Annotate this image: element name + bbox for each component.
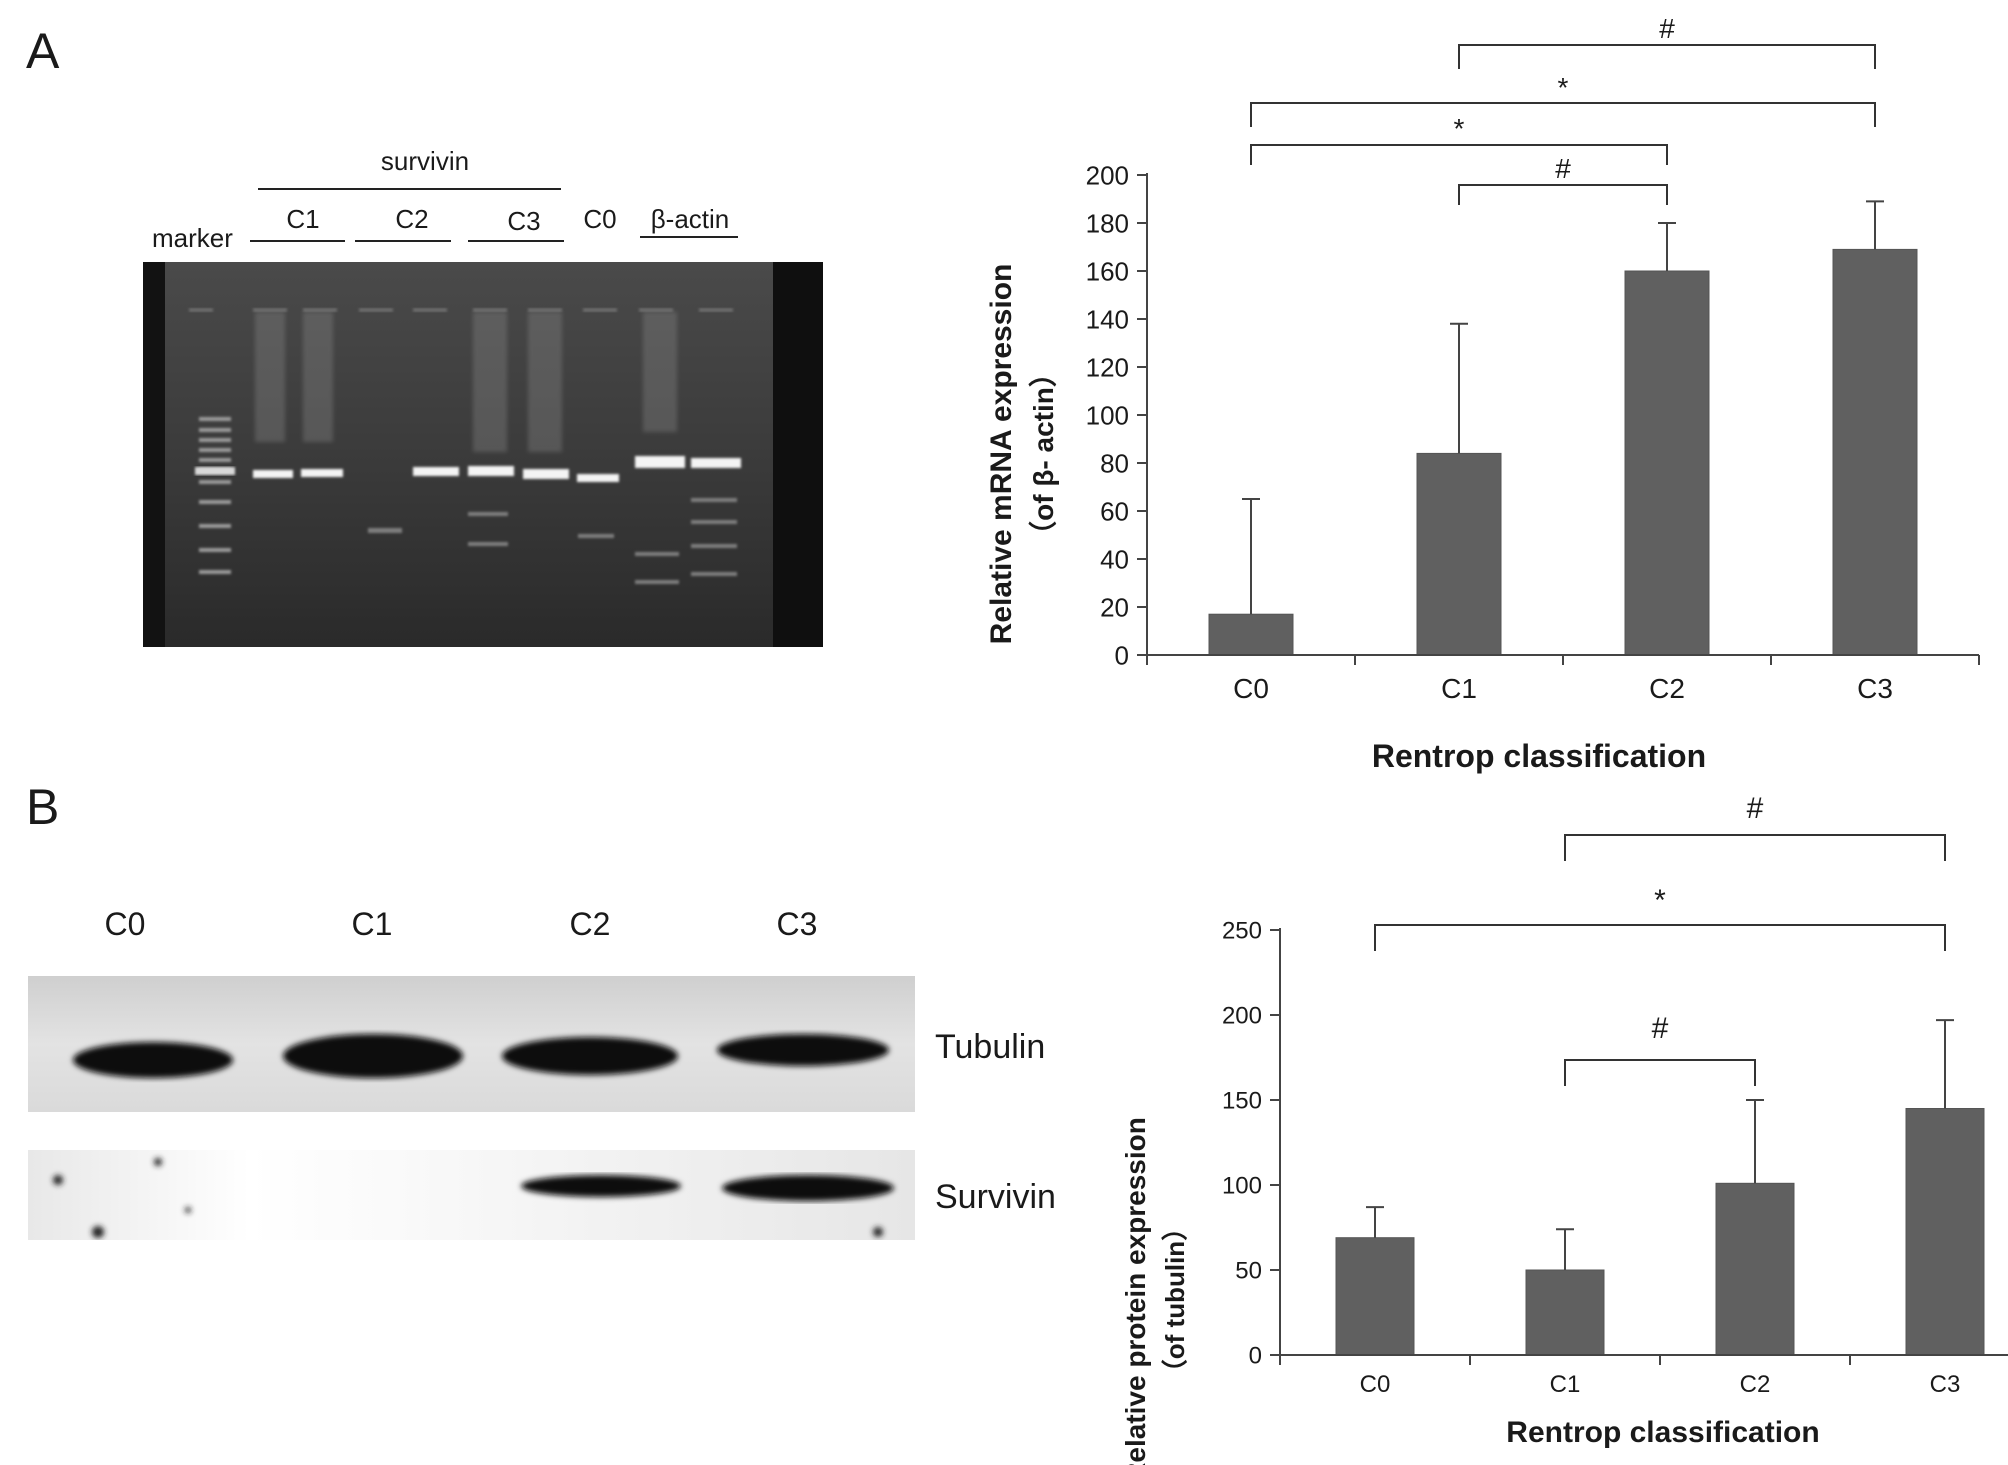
protein-ytick-label: 0: [1249, 1343, 1262, 1370]
mrna-ytick-label: 180: [1086, 208, 1129, 238]
wb-lane-c1: C1: [351, 906, 393, 942]
protein-significance-bracket: [1564, 1059, 1756, 1086]
protein-ylabel-sub: （of tubulin）: [1160, 1215, 1190, 1385]
mrna-bar-c3: [1832, 248, 1918, 656]
gel-c0-label: C0: [583, 204, 617, 234]
protein-xlabel: Rentrop classification: [1506, 1416, 1819, 1449]
mrna-ytick-label: 200: [1086, 160, 1129, 190]
protein-bar-chart: # * # 0 50 100 150 200 250 C0 C1 C2 C3 Relative pro…: [1120, 792, 2008, 1465]
mrna-category-label: C2: [1649, 673, 1685, 704]
wb-survivin-label: Survivin: [935, 1178, 1056, 1216]
mrna-plot-area: 0 20 40 60 80 100 120 140 160 180 200 C0 C1 C2 C3: [1086, 160, 1980, 704]
gel-c3-underline: [468, 240, 564, 242]
wb-survivin-strip: [28, 1150, 915, 1240]
protein-bar-c1: [1525, 1269, 1605, 1356]
mrna-significance-bracket: [1458, 44, 1876, 69]
mrna-category-label: C0: [1233, 673, 1269, 704]
wb-survivin-bands: [28, 1150, 915, 1240]
wb-tubulin-label: Tubulin: [935, 1028, 1046, 1066]
protein-significance-layer: # * #: [1374, 792, 1946, 1086]
wb-lane-c0: C0: [104, 906, 146, 942]
protein-ytick-label: 100: [1222, 1173, 1262, 1200]
mrna-category-label: C3: [1857, 673, 1893, 704]
mrna-bar-c2: [1624, 270, 1710, 656]
gel-marker-label: marker: [152, 223, 233, 253]
gel-survivin-bracket: [258, 188, 561, 190]
gel-lane-group-c3: C3: [507, 206, 541, 236]
protein-ytick-label: 50: [1235, 1258, 1262, 1285]
protein-ytick-label: 150: [1222, 1088, 1262, 1115]
protein-axes: 0 50 100 150 200 250 C0 C1 C2 C3: [1222, 918, 2008, 1398]
protein-ytick-label: 200: [1222, 1003, 1262, 1030]
panel-b-letter: B: [26, 779, 60, 835]
mrna-significance-layer: # * * #: [1250, 13, 1876, 205]
protein-ylabel: Relative protein expression: [1120, 1117, 1151, 1465]
mrna-ylabel-sub: （of β- actin）: [1027, 359, 1059, 549]
protein-category-label: C2: [1740, 1371, 1771, 1398]
mrna-ytick-label: 60: [1100, 496, 1129, 526]
mrna-significance-symbol: *: [1558, 72, 1569, 103]
mrna-ytick-label: 140: [1086, 304, 1129, 334]
protein-category-label: C1: [1550, 1371, 1581, 1398]
wb-lane-c2: C2: [569, 906, 611, 942]
gel-lane-group-c2: C2: [395, 204, 429, 234]
protein-plot-area: 0 50 100 150 200 250 C0 C1 C2 C3: [1222, 918, 2008, 1398]
protein-significance-symbol: *: [1654, 884, 1666, 917]
mrna-significance-symbol: #: [1659, 13, 1675, 44]
gel-c2-underline: [355, 240, 451, 242]
mrna-significance-bracket: [1250, 102, 1876, 127]
protein-significance-bracket: [1564, 834, 1946, 861]
protein-category-label: C3: [1930, 1371, 1961, 1398]
protein-bar-c3: [1905, 1108, 1985, 1356]
mrna-bar-c0: [1208, 613, 1294, 656]
mrna-ytick-label: 20: [1100, 592, 1129, 622]
mrna-ylabel: Relative mRNA expression: [985, 264, 1018, 645]
mrna-significance-bracket: [1458, 184, 1668, 205]
gel-lane-group-c1: C1: [286, 204, 320, 234]
protein-bar-c0: [1335, 1237, 1415, 1356]
protein-ytick-label: 250: [1222, 918, 1262, 945]
mrna-significance-bracket: [1250, 144, 1668, 165]
protein-category-label: C0: [1360, 1371, 1391, 1398]
mrna-ytick-label: 120: [1086, 352, 1129, 382]
mrna-category-label: C1: [1441, 673, 1477, 704]
mrna-bar-chart: # * * # 0 20 40 60 80 100 120 140 160 180 200 C0 C1 C2 C3…: [985, 13, 1980, 774]
mrna-ytick-label: 80: [1100, 448, 1129, 478]
mrna-ytick-label: 0: [1115, 640, 1129, 670]
gel-survivin-label: survivin: [380, 146, 470, 176]
gel-image: [143, 262, 823, 647]
protein-bar-c2: [1715, 1182, 1795, 1356]
wb-lane-c3: C3: [776, 906, 818, 942]
protein-significance-symbol: #: [1652, 1012, 1669, 1045]
mrna-bars: [1208, 200, 1918, 656]
protein-significance-symbol: #: [1747, 792, 1764, 825]
gel-actin-underline: [640, 236, 738, 238]
gel-c1-underline: [250, 240, 345, 242]
mrna-axes: 0 20 40 60 80 100 120 140 160 180 200 C0 C1 C2 C3: [1086, 160, 1980, 704]
mrna-bar-c1: [1416, 452, 1502, 656]
mrna-xlabel: Rentrop classification: [1372, 738, 1706, 774]
wb-tubulin-strip: [28, 976, 915, 1112]
protein-significance-bracket: [1374, 924, 1946, 951]
gel-image-graphic: [143, 262, 823, 647]
panel-a-letter: A: [26, 23, 60, 79]
mrna-ytick-label: 40: [1100, 544, 1129, 574]
mrna-ytick-label: 100: [1086, 400, 1129, 430]
protein-bars: [1335, 1019, 1985, 1356]
wb-tubulin-bands: [28, 976, 915, 1112]
mrna-significance-symbol: #: [1555, 153, 1571, 184]
mrna-significance-symbol: *: [1454, 113, 1465, 144]
gel-actin-label: β-actin: [650, 204, 730, 234]
mrna-ytick-label: 160: [1086, 256, 1129, 286]
